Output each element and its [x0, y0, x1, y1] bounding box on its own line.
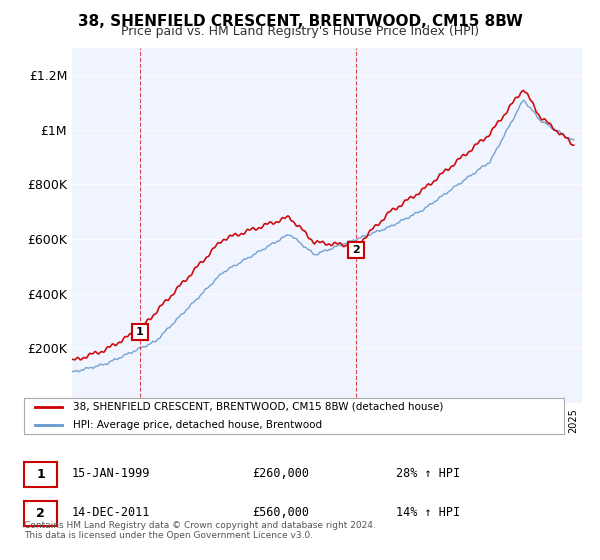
Text: Contains HM Land Registry data © Crown copyright and database right 2024.
This d: Contains HM Land Registry data © Crown c… [24, 521, 376, 540]
Text: £260,000: £260,000 [252, 466, 309, 480]
Text: 38, SHENFIELD CRESCENT, BRENTWOOD, CM15 8BW (detached house): 38, SHENFIELD CRESCENT, BRENTWOOD, CM15 … [73, 402, 443, 412]
Text: 28% ↑ HPI: 28% ↑ HPI [396, 466, 460, 480]
Text: 2: 2 [352, 245, 359, 255]
Text: Price paid vs. HM Land Registry's House Price Index (HPI): Price paid vs. HM Land Registry's House … [121, 25, 479, 38]
Text: 1: 1 [36, 468, 45, 481]
Text: 15-JAN-1999: 15-JAN-1999 [72, 466, 151, 480]
Text: 14-DEC-2011: 14-DEC-2011 [72, 506, 151, 519]
Text: £560,000: £560,000 [252, 506, 309, 519]
Text: 1: 1 [136, 327, 143, 337]
Text: 38, SHENFIELD CRESCENT, BRENTWOOD, CM15 8BW: 38, SHENFIELD CRESCENT, BRENTWOOD, CM15 … [77, 14, 523, 29]
Text: 14% ↑ HPI: 14% ↑ HPI [396, 506, 460, 519]
Text: 2: 2 [36, 507, 45, 520]
Text: HPI: Average price, detached house, Brentwood: HPI: Average price, detached house, Bren… [73, 420, 322, 430]
